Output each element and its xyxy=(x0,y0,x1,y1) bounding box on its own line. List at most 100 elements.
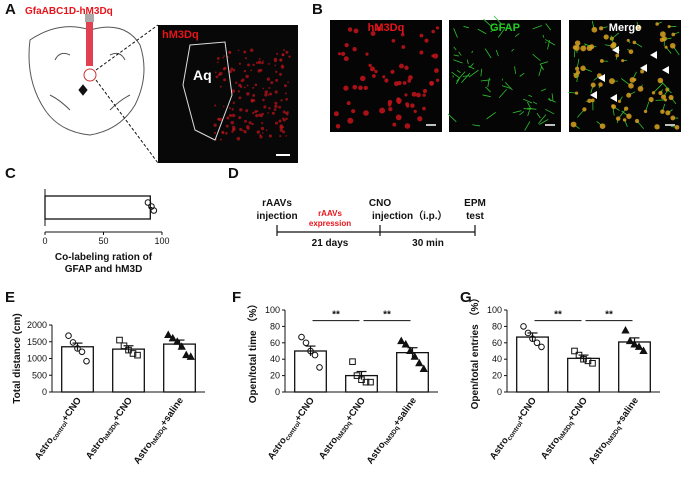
cell xyxy=(404,66,408,70)
y-tick-label: 0 xyxy=(42,387,47,397)
cell xyxy=(611,104,616,109)
category-suffix: +CNO xyxy=(111,395,135,423)
cell xyxy=(352,85,357,90)
cell xyxy=(344,56,349,61)
signal-dot xyxy=(247,127,250,130)
cell xyxy=(629,49,634,54)
signal-dot xyxy=(256,110,258,112)
interval-label: 21 days xyxy=(312,238,349,249)
category-label: Astrocontrol+CNO xyxy=(488,395,540,462)
cell xyxy=(609,78,615,84)
point xyxy=(521,324,527,330)
cell xyxy=(365,53,368,56)
cell xyxy=(392,39,396,43)
signal-dot xyxy=(232,114,235,117)
cell xyxy=(627,39,630,42)
step-label: rAAVs xyxy=(262,198,292,209)
cell xyxy=(390,70,394,74)
cell xyxy=(599,26,603,30)
category-label: AstrohM3Dq+CNO xyxy=(539,395,591,462)
signal-dot xyxy=(281,53,284,56)
signal-dot xyxy=(213,124,216,127)
cell xyxy=(628,83,634,89)
signal-dot xyxy=(238,50,240,52)
category-label: AstrohM3Dq+saline xyxy=(132,395,187,467)
signal-dot xyxy=(257,130,260,133)
cell xyxy=(334,111,339,116)
signal-dot xyxy=(223,78,226,81)
y-tick-label: 1500 xyxy=(27,337,47,347)
signal-dot xyxy=(283,49,285,51)
channel-label: GFAP xyxy=(490,22,520,34)
signal-dot xyxy=(250,49,253,52)
signal-dot xyxy=(244,70,246,72)
signal-dot xyxy=(241,80,243,82)
signal-dot xyxy=(256,62,258,64)
cell xyxy=(598,82,603,87)
signal-dot xyxy=(252,94,255,97)
signal-dot xyxy=(215,71,217,73)
panel-label: E xyxy=(5,289,15,306)
signal-dot xyxy=(285,92,287,94)
y-tick-label: 500 xyxy=(32,370,47,380)
signal-dot xyxy=(259,58,261,60)
cell xyxy=(352,47,356,51)
cell xyxy=(574,45,580,51)
significance-label: ** xyxy=(383,310,391,321)
signal-dot xyxy=(231,108,233,110)
signal-dot xyxy=(239,63,241,65)
cell xyxy=(347,101,351,105)
point xyxy=(350,359,356,365)
signal-dot xyxy=(229,107,231,109)
signal-dot xyxy=(222,57,224,59)
signal-dot xyxy=(278,120,281,123)
cell xyxy=(571,122,577,128)
signal-dot xyxy=(268,87,270,89)
cell xyxy=(626,114,631,119)
signal-dot xyxy=(223,68,226,71)
signal-dot xyxy=(278,106,281,109)
signal-dot xyxy=(262,60,264,62)
panel-label: A xyxy=(5,1,16,18)
panel-label: D xyxy=(228,165,239,182)
cell xyxy=(436,79,439,82)
interval-label: 30 min xyxy=(412,238,444,249)
signal-dot xyxy=(274,105,277,108)
signal-dot xyxy=(247,85,249,87)
step-label: CNO xyxy=(369,198,391,209)
cell xyxy=(591,99,595,103)
cell xyxy=(624,106,628,110)
cell xyxy=(347,118,353,124)
inset-label: hM3Dq xyxy=(162,29,199,41)
cell xyxy=(379,108,385,114)
cell xyxy=(575,40,581,46)
y-tick-label: 40 xyxy=(492,354,502,364)
signal-dot xyxy=(232,69,235,72)
signal-dot xyxy=(220,86,222,88)
category-label: AstrohM3Dq+CNO xyxy=(317,395,369,462)
y-tick-label: 0 xyxy=(497,387,502,397)
timeline xyxy=(277,225,475,236)
signal-dot xyxy=(285,135,287,137)
category-suffix: +CNO xyxy=(515,395,539,423)
signal-dot xyxy=(259,135,262,138)
cell xyxy=(670,116,675,121)
signal-dot xyxy=(228,51,231,54)
y-tick-label: 2000 xyxy=(27,320,47,330)
cell xyxy=(406,105,409,108)
signal-dot xyxy=(280,99,282,101)
cell xyxy=(348,27,352,31)
bar xyxy=(164,344,196,392)
signal-dot xyxy=(245,75,248,78)
cell xyxy=(392,123,396,127)
signal-dot xyxy=(261,113,264,116)
cell xyxy=(363,110,369,116)
signal-dot xyxy=(262,132,264,134)
cell xyxy=(436,26,439,29)
cell xyxy=(397,101,400,104)
bar xyxy=(568,358,600,392)
signal-dot xyxy=(280,59,282,61)
cell xyxy=(368,64,371,67)
point xyxy=(303,340,309,346)
signal-dot xyxy=(258,61,261,64)
